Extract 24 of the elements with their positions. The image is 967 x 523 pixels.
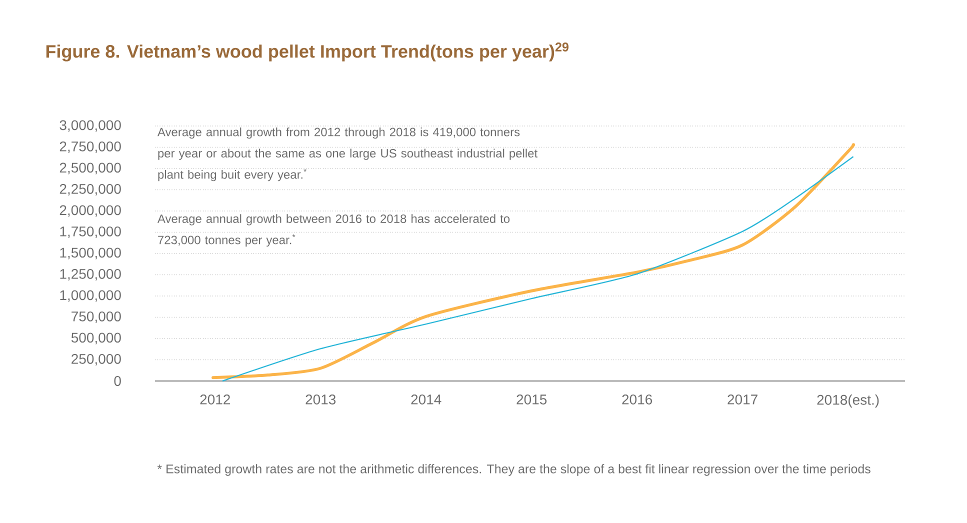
y-tick-label: 1,250,000 <box>60 268 121 281</box>
x-tick-label: 2017 <box>728 394 758 404</box>
y-tick-label: 1,750,000 <box>60 226 121 238</box>
chart-title: Figure 8. Vietnam’s wood pellet Import Trend(tons per year)$^{29}$ <box>46 42 569 62</box>
y-tick-label: 0 <box>114 376 121 386</box>
x-tick-label: 2013 <box>306 394 336 404</box>
text: * Estimated growth rates are not the arithmetic differences. They are the slope of a best fit linear regression over the time periods <box>157 464 870 476</box>
y-tick-label: 2,250,000 <box>60 184 121 196</box>
y-tick-label: 3,000,000 <box>60 120 121 132</box>
y-tick-label: 1,000,000 <box>60 290 121 302</box>
x-tick-label: 2018(est.) <box>817 394 879 408</box>
y-tick-label: 250,000 <box>72 354 121 366</box>
x-tick-label: 2016 <box>622 394 652 404</box>
y-tick-label: 500,000 <box>71 332 121 344</box>
y-tick-label: 2,750,000 <box>60 141 121 154</box>
y-tick-label: 2,000,000 <box>60 205 121 217</box>
y-tick-label: 750,000 <box>72 311 121 324</box>
x-tick-label: 2012 <box>200 394 230 404</box>
annotation: Average annual growth between 2016 to 2018 has accelerated to 723,000 tonnes per year.$^{*}$ <box>157 214 510 247</box>
x-tick-label: 2015 <box>516 394 547 404</box>
x-tick-label: 2014 <box>411 394 442 404</box>
annotation: Average annual growth from 2012 through 2018 is 419,000 tonners per year or about the same as one large US southeast industrial pellet plant being buit every year.$^{*}$ <box>157 127 538 182</box>
y-tick-label: 1,500,000 <box>60 248 121 260</box>
y-tick-label: 2,500,000 <box>60 162 121 174</box>
